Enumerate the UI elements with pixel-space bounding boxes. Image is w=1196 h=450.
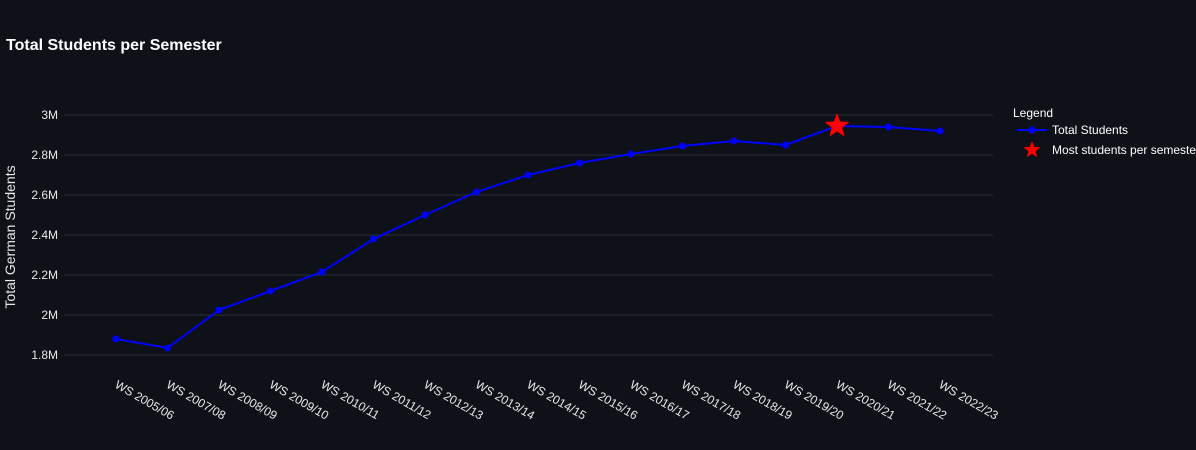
- legend: Legend Total Students Most students per …: [1013, 106, 1196, 158]
- data-point[interactable]: [473, 188, 480, 196]
- y-axis-ticks: 1.8M 2M 2.2M 2.4M 2.6M 2.8M 3M: [31, 108, 58, 362]
- data-point[interactable]: [524, 171, 532, 179]
- x-tick-label: WS 2022/23: [937, 377, 1001, 422]
- data-point[interactable]: [936, 127, 944, 135]
- series-total-students: [112, 122, 944, 352]
- data-point[interactable]: [627, 150, 635, 158]
- y-tick-label: 2M: [41, 308, 58, 322]
- y-tick-label: 1.8M: [31, 348, 58, 362]
- y-tick-label: 2.2M: [31, 268, 58, 282]
- data-point[interactable]: [576, 159, 583, 167]
- legend-swatch-marker: [1028, 126, 1036, 134]
- data-point[interactable]: [782, 141, 789, 149]
- legend-swatch-star: [1023, 141, 1041, 158]
- data-point[interactable]: [370, 235, 377, 243]
- data-point[interactable]: [318, 268, 326, 276]
- data-point[interactable]: [112, 335, 120, 343]
- legend-item-total-students[interactable]: Total Students: [1052, 123, 1128, 137]
- legend-title: Legend: [1013, 106, 1053, 120]
- legend-item-most-students[interactable]: Most students per semester: [1052, 143, 1196, 157]
- y-tick-label: 2.6M: [31, 188, 58, 202]
- data-point[interactable]: [885, 123, 892, 131]
- y-tick-label: 2.4M: [31, 228, 58, 242]
- data-point[interactable]: [267, 287, 274, 295]
- highlight-marker-group: [824, 113, 850, 137]
- chart-title: Total Students per Semester: [6, 37, 222, 54]
- data-point[interactable]: [421, 211, 429, 219]
- data-point[interactable]: [730, 137, 738, 145]
- data-point[interactable]: [164, 344, 171, 352]
- gridlines: [64, 114, 993, 356]
- highlight-star-marker[interactable]: [824, 113, 850, 137]
- y-tick-label: 3M: [41, 108, 58, 122]
- y-axis-title: Total German Students: [2, 165, 18, 308]
- data-point[interactable]: [679, 142, 686, 150]
- y-tick-label: 2.8M: [31, 148, 58, 162]
- data-point[interactable]: [215, 306, 223, 314]
